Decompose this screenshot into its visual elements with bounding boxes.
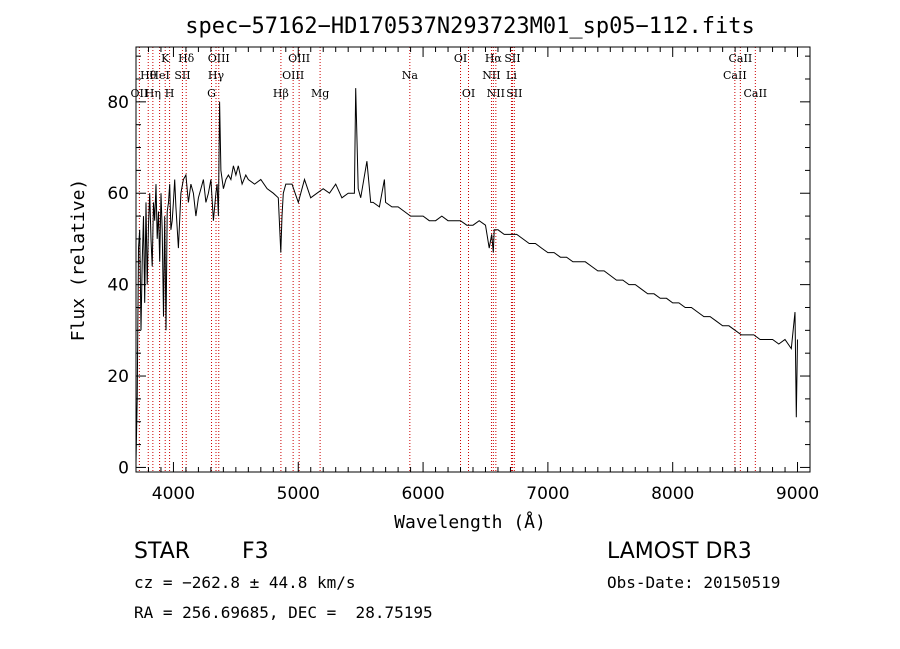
line-label: CaII xyxy=(723,69,747,82)
y-tick-label: 60 xyxy=(107,184,129,204)
object-class: STAR xyxy=(134,539,191,564)
line-label: Hη xyxy=(145,87,161,100)
line-label: OI xyxy=(454,52,467,65)
observation-date: Obs-Date: 20150519 xyxy=(607,573,781,592)
line-label: Hα xyxy=(485,52,503,65)
x-tick-label: 9000 xyxy=(776,484,819,504)
x-tick-label: 8000 xyxy=(651,484,694,504)
line-marker-labels: OII Hθ Hη HeI K H SII Hδ G Hγ OIII Hβ OIII OIII Mg Na OI… xyxy=(131,52,768,100)
y-tick-label: 20 xyxy=(107,367,129,387)
line-label: K xyxy=(161,52,170,65)
line-label: OII xyxy=(131,87,149,100)
x-axis-label: Wavelength (Å) xyxy=(394,511,546,533)
line-label: H xyxy=(165,87,175,100)
line-label: CaII xyxy=(729,52,753,65)
line-label: Li xyxy=(506,69,517,82)
line-label: Hβ xyxy=(273,87,289,100)
redshift-velocity: cz = −262.8 ± 44.8 km/s xyxy=(134,573,356,592)
line-label: Hθ xyxy=(140,69,157,82)
spectrum-line xyxy=(135,88,798,463)
line-label: Hδ xyxy=(178,52,195,65)
line-label: SII xyxy=(504,52,520,65)
line-label: CaII xyxy=(743,87,767,100)
line-label: NII xyxy=(482,69,500,82)
x-tick-label: 7000 xyxy=(526,484,569,504)
x-tick-label: 4000 xyxy=(152,484,195,504)
line-label: Mg xyxy=(311,87,329,100)
line-label: G xyxy=(207,87,216,100)
line-label: OIII xyxy=(288,52,310,65)
x-axis: 4000 5000 6000 7000 8000 9000 xyxy=(135,47,819,504)
line-markers xyxy=(138,47,756,472)
survey-name: LAMOST DR3 xyxy=(607,539,752,564)
coordinates: RA = 256.69685, DEC = 28.75195 xyxy=(134,603,433,622)
y-tick-label: 40 xyxy=(107,276,129,296)
y-tick-label: 0 xyxy=(118,458,129,478)
line-label: OIII xyxy=(282,69,304,82)
chart-title: spec−57162−HD170537N293723M01_sp05−112.f… xyxy=(185,14,755,39)
line-label: Na xyxy=(402,69,419,82)
plot-frame xyxy=(135,46,811,473)
y-axis: 0 20 40 60 80 xyxy=(107,55,810,478)
x-tick-label: 6000 xyxy=(401,484,444,504)
line-label: Hγ xyxy=(208,69,225,82)
y-axis-label: Flux (relative) xyxy=(68,179,89,342)
y-tick-label: 80 xyxy=(107,93,129,113)
line-label: SII xyxy=(506,87,522,100)
line-label: OI xyxy=(462,87,475,100)
object-subclass: F3 xyxy=(242,539,269,564)
line-label: SII xyxy=(174,69,190,82)
line-label: HeI xyxy=(149,69,169,82)
x-tick-label: 5000 xyxy=(277,484,320,504)
line-label: NII xyxy=(487,87,505,100)
line-label: OIII xyxy=(208,52,230,65)
